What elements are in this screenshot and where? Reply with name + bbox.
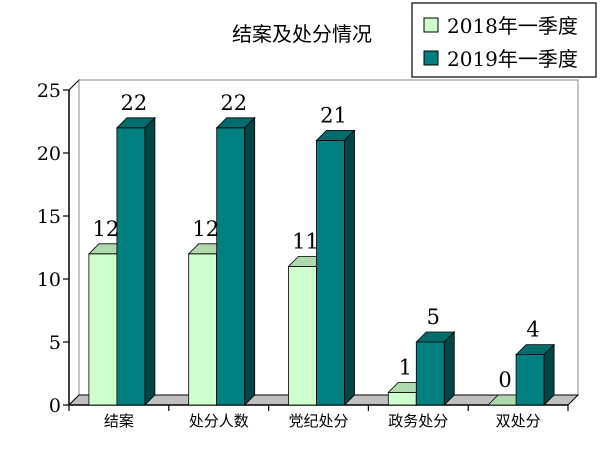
- y-tick-label: 20: [37, 143, 61, 165]
- bar-side: [244, 116, 256, 406]
- data-label: 1: [399, 355, 412, 379]
- bar-1-2: [315, 129, 356, 406]
- data-label: 22: [220, 91, 247, 115]
- bars: [87, 116, 556, 406]
- y-tick-label: 25: [37, 80, 61, 102]
- bar-1-4: [515, 343, 556, 406]
- y-tick-label: 0: [49, 395, 61, 417]
- legend-swatch-2019: [423, 50, 439, 66]
- bar-front: [288, 265, 317, 406]
- chart-title: 结案及处分情况: [232, 22, 372, 46]
- data-label: 4: [526, 318, 539, 342]
- labels: 结案 12 22 处分人数 12 22 党纪处分 11 21 政务处分 1 5 双处分 0 4: [93, 91, 541, 430]
- category-label: 结案: [104, 412, 134, 430]
- bar-1-3: [415, 331, 456, 406]
- left-wall: [68, 78, 80, 407]
- bar-side: [443, 331, 455, 406]
- bar-side: [344, 129, 355, 406]
- category-label: 党纪处分: [288, 412, 348, 430]
- y-tick-label: 10: [37, 269, 61, 291]
- bar-1-0: [115, 116, 156, 406]
- bar-front: [415, 341, 445, 406]
- bar-side: [543, 343, 555, 406]
- category-label: 政务处分: [388, 412, 448, 430]
- bar-1-1: [215, 116, 256, 406]
- bar-front: [188, 253, 218, 406]
- bar-front: [116, 127, 146, 406]
- data-label: 21: [320, 103, 347, 127]
- data-label: 12: [93, 217, 120, 241]
- bar-front: [316, 139, 345, 406]
- y-tick-label: 15: [37, 206, 61, 228]
- bar-front: [515, 354, 545, 406]
- legend: 2018年一季度 2019年一季度: [411, 2, 597, 78]
- y-tick-label: 5: [49, 332, 61, 354]
- data-label: 12: [192, 217, 219, 241]
- legend-label-2019: 2019年一季度: [447, 47, 578, 71]
- bar-side: [144, 116, 156, 406]
- category-label: 双处分: [496, 412, 541, 430]
- bar-front: [88, 253, 118, 406]
- legend-label-2018: 2018年一季度: [447, 14, 578, 38]
- legend-swatch-2018: [423, 17, 439, 33]
- data-label: 22: [121, 91, 148, 115]
- bar-front: [387, 391, 417, 406]
- bar-front: [216, 127, 246, 406]
- category-label: 处分人数: [189, 412, 249, 430]
- data-label: 11: [292, 229, 319, 253]
- data-label: 0: [498, 368, 511, 392]
- data-label: 5: [427, 305, 440, 329]
